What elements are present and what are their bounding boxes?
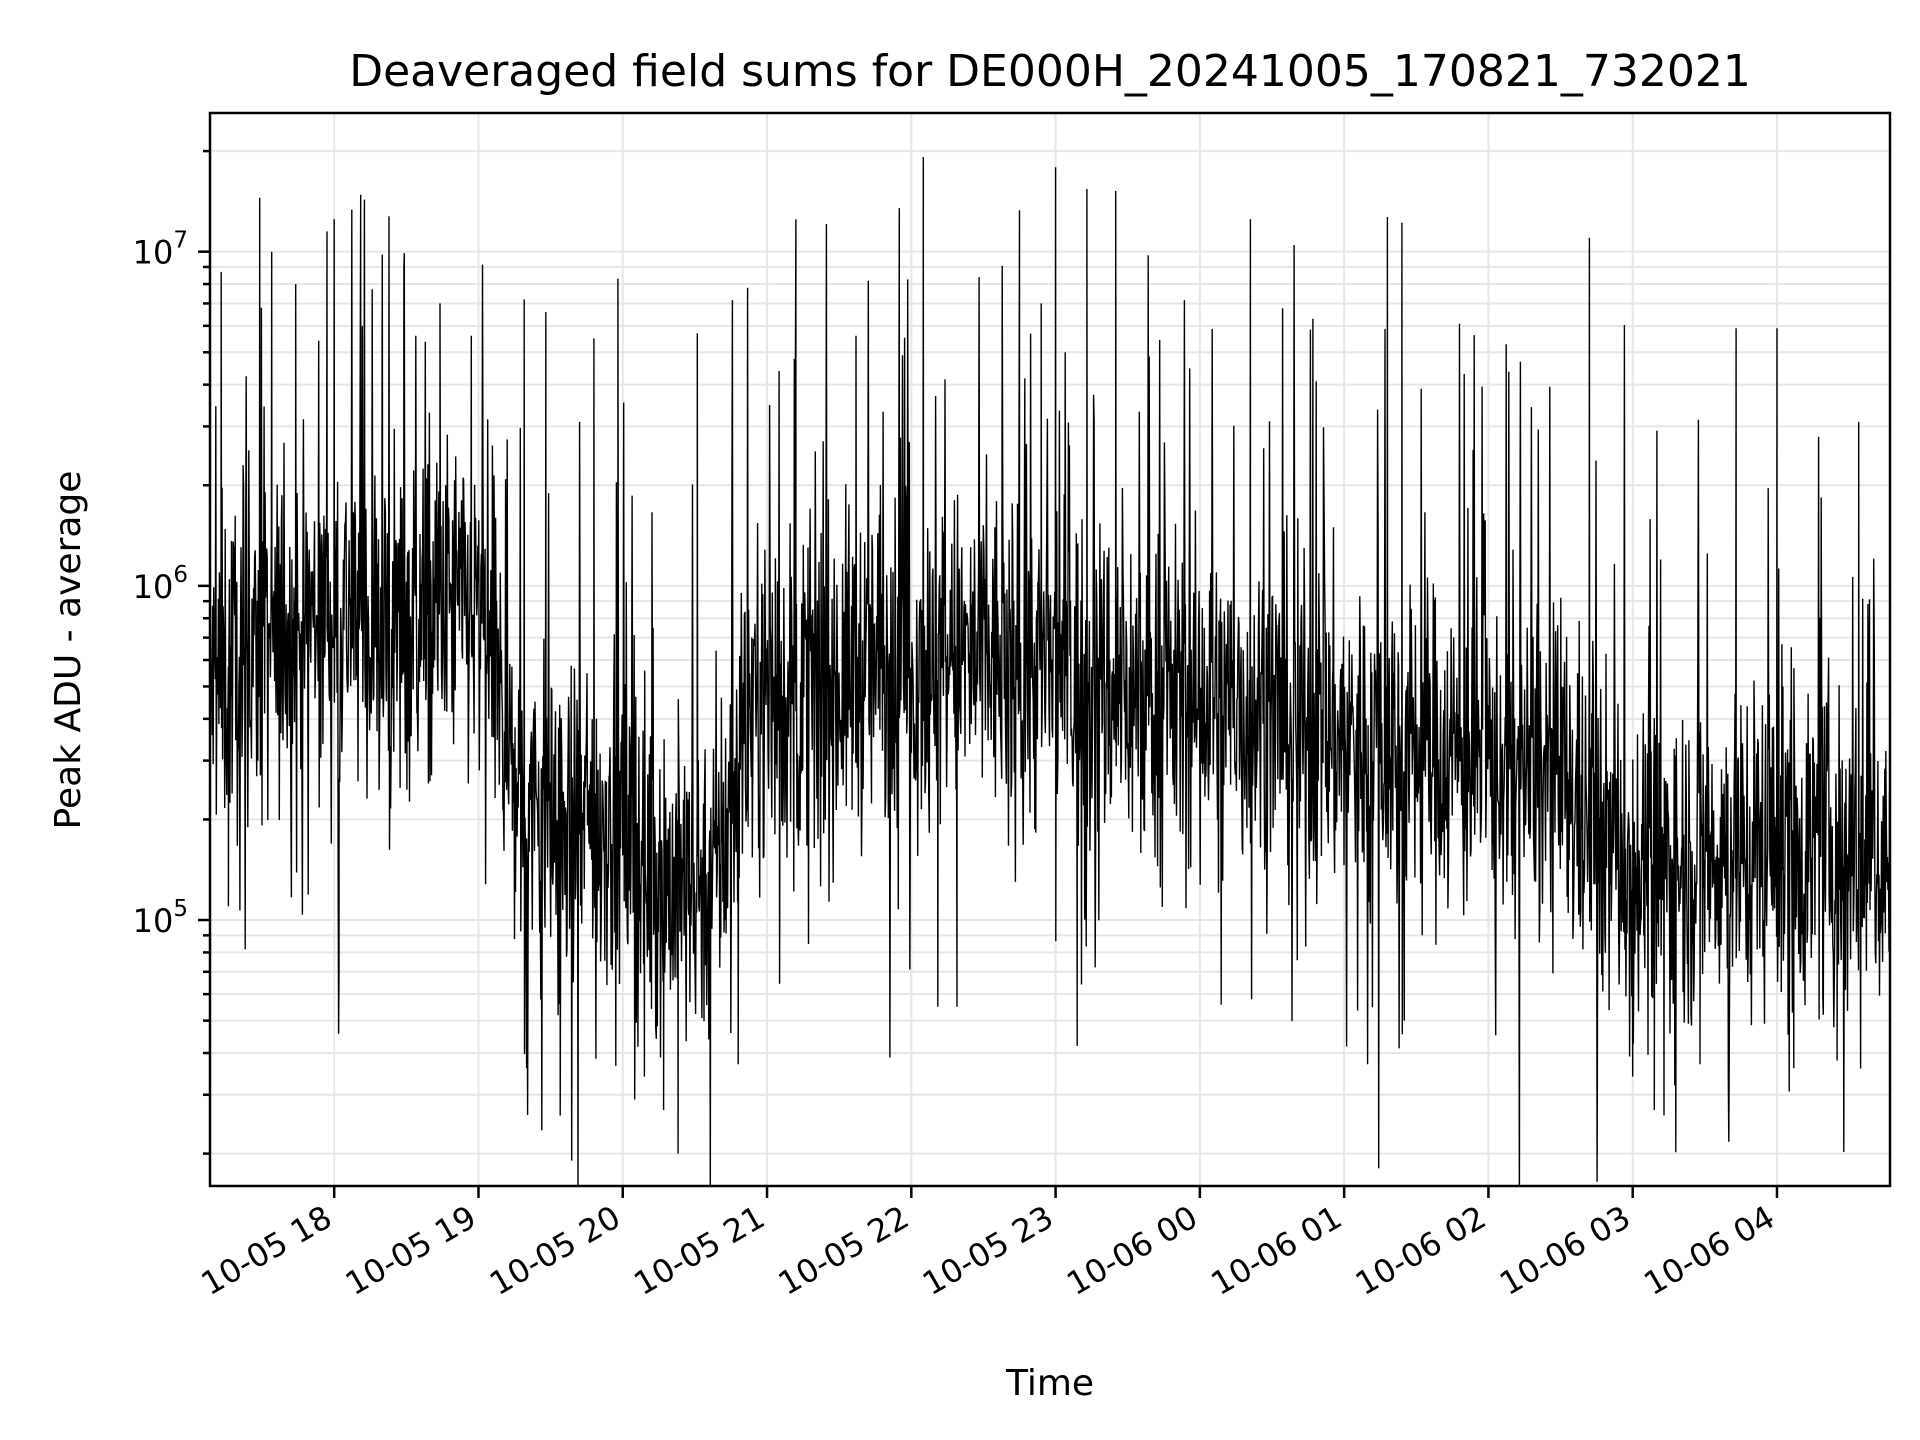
series-layer — [210, 156, 1890, 1186]
y-tick-label: 106 — [133, 562, 188, 606]
y-tick-label: 105 — [133, 896, 188, 940]
chart-title: Deaveraged field sums for DE000H_2024100… — [349, 46, 1751, 97]
plot-frame — [208, 111, 1892, 1188]
x-axis-label: Time — [1005, 1363, 1094, 1404]
y-tick-label: 107 — [133, 228, 188, 272]
y-axis: 105 106 107 — [133, 149, 210, 1155]
y-axis-label: Peak ADU - average — [48, 471, 89, 830]
series-line-0 — [210, 156, 1890, 1186]
